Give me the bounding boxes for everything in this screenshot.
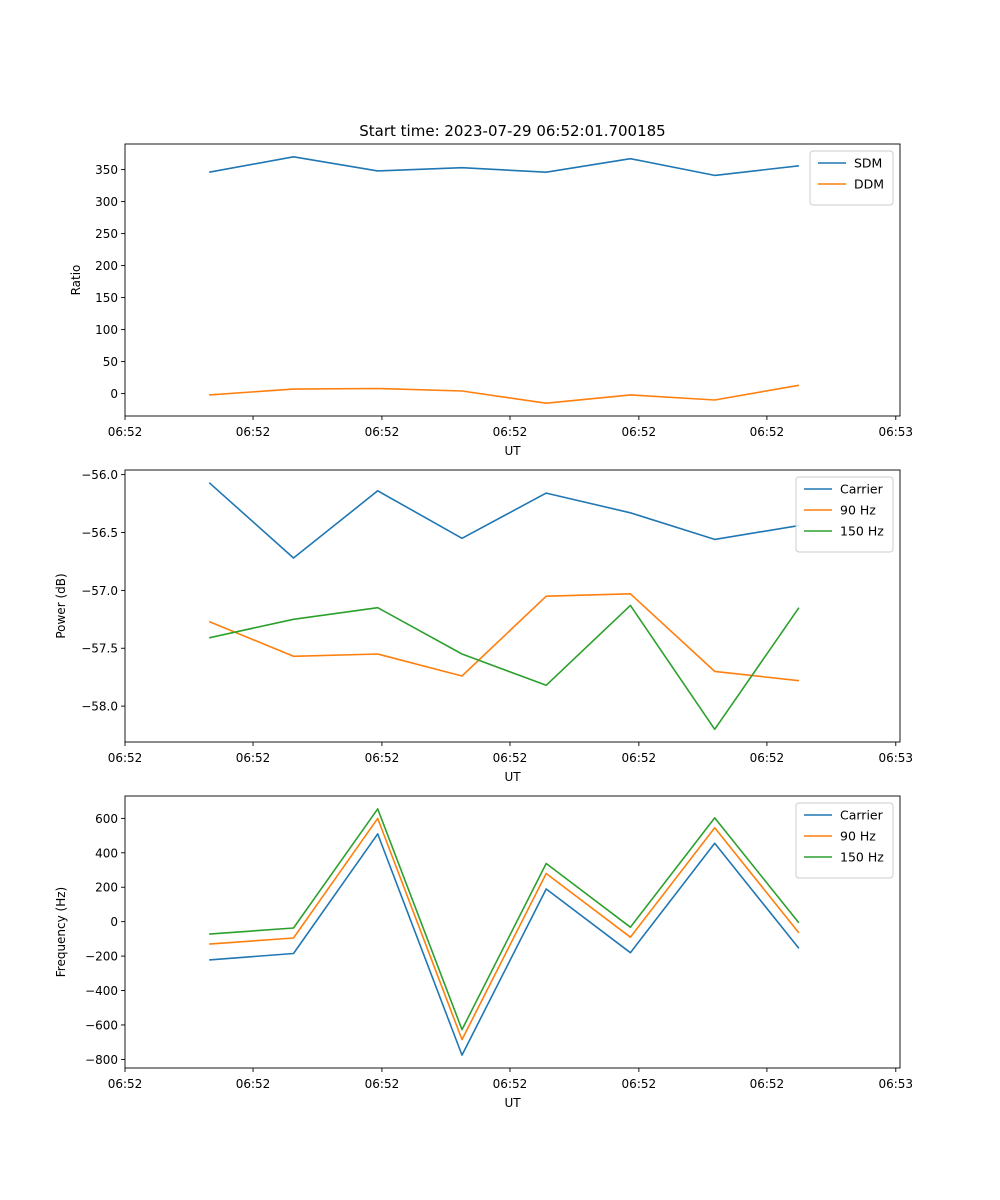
y-tick-label: −57.0 (81, 584, 118, 598)
legend-box (809, 150, 894, 206)
y-tick-label: −58.0 (81, 700, 118, 714)
y-tick-label: −56.5 (81, 526, 118, 540)
y-tick-label: 400 (95, 846, 118, 860)
axes-frame (124, 143, 901, 417)
y-tick-label: 200 (95, 881, 118, 895)
x-tick-label: 06:52 (493, 1077, 528, 1091)
figure-title: Start time: 2023-07-29 06:52:01.700185 (359, 122, 665, 140)
y-tick-label: −56.0 (81, 468, 118, 482)
x-tick-label: 06:53 (878, 425, 913, 439)
x-tick-label: 06:52 (236, 751, 271, 765)
series-line-sdm (209, 156, 799, 177)
x-tick-label: 06:53 (878, 1077, 913, 1091)
legend: SDM DDM (809, 150, 894, 206)
series-line-150-hz (209, 604, 800, 731)
y-tick-label: −200 (85, 950, 118, 964)
y-axis-label: Power (dB) (54, 573, 68, 638)
axes-frame (124, 795, 901, 1069)
x-tick-label: 06:52 (622, 425, 657, 439)
series-line-carrier (209, 833, 800, 1056)
legend-label: Carrier (840, 808, 884, 823)
y-tick-label: 0 (110, 915, 118, 929)
series-line-ddm (209, 384, 800, 405)
y-tick-label: −400 (85, 984, 118, 998)
x-tick-label: 06:52 (750, 1077, 785, 1091)
x-tick-label: 06:52 (365, 751, 400, 765)
y-tick-label: 200 (95, 259, 118, 273)
legend-label: 90 Hz (840, 829, 876, 844)
x-axis-label: UT (504, 770, 521, 784)
x-tick-label: 06:52 (365, 425, 400, 439)
x-tick-label: 06:52 (365, 1077, 400, 1091)
y-tick-label: 600 (95, 812, 118, 826)
legend: Carrier 90 Hz 150 Hz (795, 476, 894, 553)
series-line-carrier (208, 482, 800, 559)
x-tick-label: 06:52 (108, 1077, 143, 1091)
y-tick-label: −57.5 (81, 642, 118, 656)
y-tick-label: 150 (95, 291, 118, 305)
legend-label: DDM (854, 177, 884, 192)
x-tick-label: 06:52 (750, 751, 785, 765)
x-axis-label: UT (504, 1096, 521, 1110)
legend-box (795, 476, 894, 553)
legend: Carrier 90 Hz 150 Hz (795, 802, 894, 879)
legend-label: 150 Hz (840, 850, 884, 865)
x-tick-label: 06:52 (108, 751, 143, 765)
series-line-150-hz (209, 808, 800, 1031)
frequency-panel: −800 −600 −400 −200 0 200 400 600 06:52 06:52 06:5… (54, 795, 913, 1110)
x-tick-label: 06:53 (878, 751, 913, 765)
x-tick-label: 06:52 (236, 1077, 271, 1091)
series-line-90-hz (208, 592, 799, 682)
x-tick-label: 06:52 (750, 425, 785, 439)
ratio-panel: 0 50 100 150 200 250 300 350 06:52 06:52 06:52 06:5… (69, 143, 913, 458)
axes-frame (124, 469, 901, 743)
y-tick-label: 350 (95, 163, 118, 177)
y-axis-label: Frequency (Hz) (54, 887, 68, 978)
x-tick-label: 06:52 (622, 1077, 657, 1091)
y-tick-label: 50 (103, 355, 118, 369)
legend-label: 150 Hz (840, 524, 884, 539)
x-axis-label: UT (504, 444, 521, 458)
y-tick-label: 300 (95, 195, 118, 209)
x-tick-label: 06:52 (108, 425, 143, 439)
y-tick-label: 0 (110, 387, 118, 401)
x-tick-label: 06:52 (493, 425, 528, 439)
x-tick-label: 06:52 (622, 751, 657, 765)
y-tick-label: 100 (95, 323, 118, 337)
y-tick-label: 250 (95, 227, 118, 241)
x-tick-label: 06:52 (493, 751, 528, 765)
legend-label: 90 Hz (840, 503, 876, 518)
legend-label: SDM (854, 156, 882, 171)
y-tick-label: −600 (85, 1018, 118, 1032)
power-panel: −58.0 −57.5 −57.0 −56.5 −56.0 06:52 06:52 06:52… (54, 468, 913, 784)
legend-box (795, 802, 894, 879)
series-line-90-hz (209, 817, 800, 1041)
x-tick-label: 06:52 (236, 425, 271, 439)
y-axis-label: Ratio (69, 265, 83, 296)
y-tick-label: −800 (85, 1053, 118, 1067)
legend-label: Carrier (840, 482, 884, 497)
